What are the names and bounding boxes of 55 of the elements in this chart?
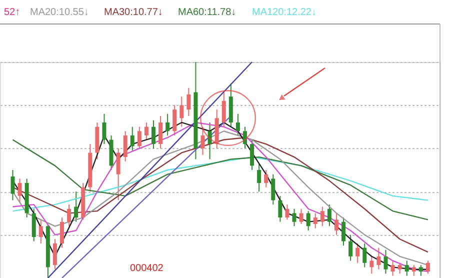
candlestick	[412, 264, 416, 276]
candlestick	[313, 212, 318, 229]
candlestick	[356, 242, 360, 264]
candlestick	[137, 126, 142, 149]
candlestick	[404, 260, 409, 276]
candlestick	[38, 219, 43, 244]
candlestick	[306, 210, 310, 231]
candlestick	[271, 174, 276, 206]
candlestick	[10, 170, 15, 201]
candlestick	[334, 212, 338, 236]
text: 52↑	[4, 7, 20, 18]
candlestick	[200, 126, 205, 156]
candlestick	[292, 208, 296, 227]
candlestick	[144, 122, 148, 140]
candlestick	[264, 170, 268, 188]
candlestick	[327, 204, 332, 227]
candlestick	[250, 139, 254, 170]
candlestick	[299, 208, 304, 224]
candlestick	[390, 260, 395, 276]
candlestick	[60, 217, 64, 248]
candlestick	[158, 116, 163, 149]
text: MA60:11.78↓	[178, 7, 236, 18]
candlestick	[384, 249, 388, 274]
candlestick	[257, 163, 262, 192]
candlestick	[52, 238, 57, 270]
candlestick	[370, 256, 374, 274]
candlestick	[172, 104, 177, 136]
text: MA120:12.22↓	[252, 7, 316, 18]
candlestick	[166, 113, 170, 136]
candlestick	[186, 87, 191, 116]
candlestick	[18, 178, 22, 203]
candlestick	[222, 92, 226, 128]
candlestick	[32, 208, 36, 242]
candlestick	[278, 195, 282, 222]
candlestick	[362, 242, 367, 268]
candlestick	[348, 234, 353, 262]
candlestick	[376, 247, 381, 270]
candlestick	[151, 120, 156, 149]
candlestick	[418, 264, 423, 276]
candlestick	[320, 206, 324, 227]
candlestick	[180, 96, 184, 128]
candlestick	[342, 217, 346, 246]
annotation: 000402	[130, 263, 164, 274]
candlestick	[426, 260, 430, 274]
candlestick	[236, 113, 240, 136]
text: MA30:10.77↓	[104, 7, 163, 18]
candlestick	[74, 191, 78, 222]
candlestick	[130, 126, 134, 152]
candlestick	[285, 204, 290, 220]
candlestick	[398, 262, 402, 274]
candlestick	[116, 148, 120, 201]
candlestick	[102, 113, 106, 145]
text: MA20:10.55↓	[30, 7, 89, 18]
candlestick	[67, 204, 72, 227]
candlestick	[123, 130, 128, 162]
